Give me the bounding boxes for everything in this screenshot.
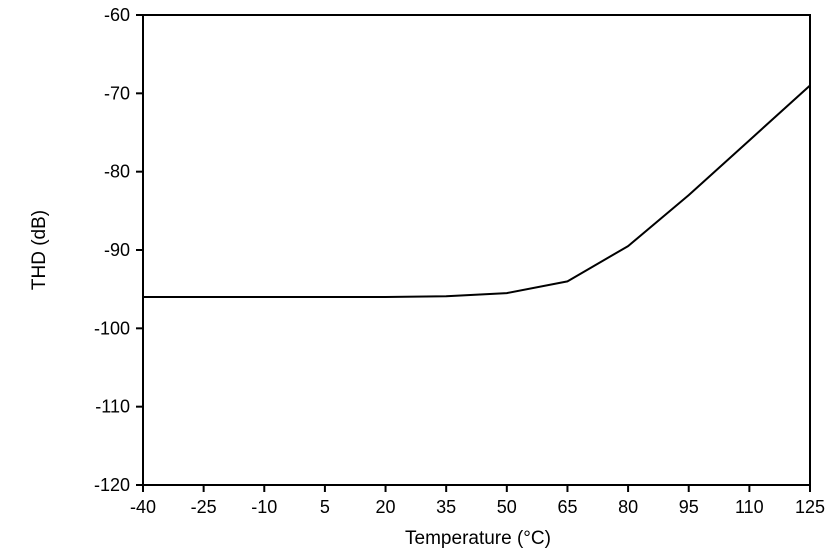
- x-tick-label: 65: [557, 497, 577, 517]
- y-tick-label: -100: [94, 318, 130, 338]
- y-tick-label: -120: [94, 475, 130, 495]
- y-tick-label: -80: [104, 162, 130, 182]
- x-tick-label: 95: [679, 497, 699, 517]
- x-tick-label: 125: [795, 497, 825, 517]
- x-tick-label: 35: [436, 497, 456, 517]
- x-tick-label: -40: [130, 497, 156, 517]
- x-tick-label: 20: [376, 497, 396, 517]
- y-tick-label: -110: [95, 397, 130, 417]
- x-tick-label: -25: [191, 497, 217, 517]
- x-tick-label: 50: [497, 497, 517, 517]
- y-tick-label: -60: [104, 5, 130, 25]
- x-tick-label: 110: [735, 497, 764, 517]
- y-tick-label: -70: [104, 83, 130, 103]
- x-axis-title: Temperature (°C): [405, 528, 551, 549]
- y-tick-label: -90: [104, 240, 130, 260]
- y-axis-title: THD (dB): [29, 209, 50, 291]
- x-tick-label: -10: [251, 497, 277, 517]
- series-line-thd: [142, 84, 811, 298]
- x-tick-label: 5: [320, 497, 330, 517]
- plot-frame: [142, 14, 811, 486]
- x-tick-label: 80: [618, 497, 638, 517]
